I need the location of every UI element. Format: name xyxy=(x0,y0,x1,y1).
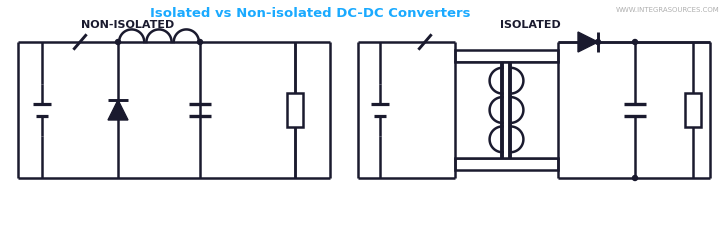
Circle shape xyxy=(595,40,600,44)
Bar xyxy=(685,93,701,127)
Circle shape xyxy=(115,40,120,44)
Text: WWW.INTEGRASOURCES.COM: WWW.INTEGRASOURCES.COM xyxy=(616,7,720,13)
Circle shape xyxy=(632,176,637,180)
Circle shape xyxy=(197,40,202,44)
Bar xyxy=(455,50,558,62)
Text: NON-ISOLATED: NON-ISOLATED xyxy=(81,20,175,30)
Bar xyxy=(287,93,303,127)
Circle shape xyxy=(632,40,637,44)
Polygon shape xyxy=(108,100,128,120)
Polygon shape xyxy=(578,32,598,52)
Text: ISOLATED: ISOLATED xyxy=(500,20,560,30)
Bar xyxy=(455,158,558,170)
Bar xyxy=(455,62,558,158)
Text: Isolated vs Non-isolated DC-DC Converters: Isolated vs Non-isolated DC-DC Converter… xyxy=(150,7,471,20)
